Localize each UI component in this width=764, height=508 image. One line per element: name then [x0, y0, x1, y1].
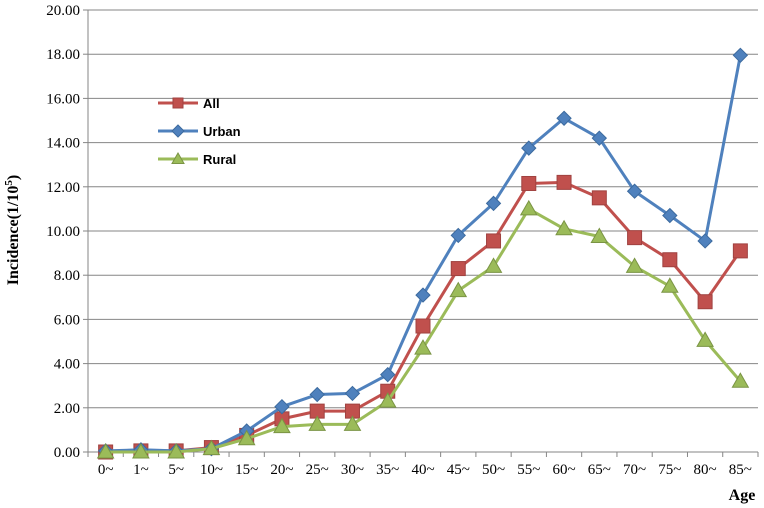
data-point: [414, 339, 432, 355]
data-point: [591, 190, 607, 206]
data-point: [344, 385, 361, 402]
legend-item-rural: Rural: [158, 151, 236, 167]
x-axis-title: Age: [729, 487, 756, 504]
data-point: [625, 257, 644, 273]
y-tick-labels: 0.00 2.00 4.00 6.00 8.00 10.00 12.00 14.00 16.00…: [46, 3, 80, 461]
data-point: [450, 227, 466, 244]
y-tick-label: 20.00: [46, 3, 80, 19]
data-point: [732, 47, 749, 64]
data-point: [167, 442, 186, 459]
x-tick-label: 70~: [623, 462, 646, 478]
y-tick-label: 8.00: [54, 268, 80, 284]
series-rural: [96, 199, 750, 459]
series-line: [105, 55, 742, 453]
x-tick-label: 5~: [168, 462, 184, 478]
legend: All Urban Rural: [158, 96, 241, 167]
data-point: [626, 183, 643, 199]
data-point: [171, 124, 185, 138]
legend-label: All: [203, 96, 220, 111]
data-point: [415, 287, 431, 303]
x-tick-labels: 0~ 1~ 5~ 10~ 15~ 20~ 25~ 30~ 35~ 40~ 45~ 50~ 55~ 60~ 6…: [98, 462, 752, 478]
x-tick-label: 85~: [729, 462, 752, 478]
y-tick-label: 4.00: [54, 357, 80, 373]
axes: [87, 10, 758, 453]
x-tick-label: 40~: [411, 462, 434, 478]
data-point: [274, 398, 290, 415]
data-point: [415, 318, 431, 334]
data-point: [732, 243, 748, 259]
x-tick-label: 15~: [235, 462, 258, 478]
x-tick-label: 80~: [694, 462, 717, 478]
y-tick-label: 16.00: [46, 91, 80, 107]
y-tick-label: 10.00: [46, 224, 80, 240]
series-all: [98, 174, 748, 460]
x-tick-label: 55~: [517, 462, 540, 478]
x-tick-label: 50~: [482, 462, 505, 478]
data-point: [96, 442, 115, 459]
data-point: [343, 415, 362, 431]
grid-lines: [83, 9, 759, 457]
data-point: [556, 174, 572, 190]
data-point: [484, 257, 503, 273]
x-tick-label: 45~: [447, 462, 470, 478]
data-point: [662, 207, 678, 224]
x-tick-label: 60~: [552, 462, 575, 478]
data-point: [697, 294, 713, 310]
data-point: [449, 281, 468, 298]
series-line: [105, 180, 742, 454]
data-point: [172, 97, 184, 109]
y-tick-label: 12.00: [46, 180, 80, 196]
data-point: [590, 227, 609, 244]
data-point: [521, 140, 537, 156]
x-tick-label: 30~: [341, 462, 364, 478]
data-point: [486, 233, 502, 249]
data-point: [450, 261, 466, 277]
y-axis-title: Incidence(1/105): [3, 175, 22, 285]
y-tick-label: 18.00: [46, 47, 80, 63]
data-point: [521, 175, 537, 191]
legend-label: Urban: [203, 124, 241, 139]
x-tick-label: 65~: [588, 462, 611, 478]
legend-item-urban: Urban: [158, 124, 241, 139]
data-point: [380, 366, 396, 383]
data-point: [202, 439, 221, 456]
data-point: [132, 442, 150, 459]
data-point: [273, 417, 291, 434]
y-tick-label: 6.00: [54, 312, 80, 328]
data-point: [591, 130, 608, 146]
x-tick-label: 75~: [658, 462, 681, 478]
x-tick-label: 1~: [133, 462, 149, 478]
data-point: [731, 372, 750, 388]
data-point: [237, 429, 256, 446]
data-point: [696, 331, 714, 347]
legend-item-all: All: [158, 96, 220, 111]
data-point: [309, 386, 325, 403]
x-tick-label: 0~: [98, 462, 114, 478]
data-point: [660, 277, 679, 293]
legend-label: Rural: [203, 152, 236, 167]
series: [96, 47, 750, 460]
x-tick-label: 10~: [200, 462, 223, 478]
data-point: [555, 219, 573, 236]
x-tick-label: 25~: [306, 462, 329, 478]
series-urban: [97, 47, 749, 459]
data-point: [627, 230, 643, 246]
data-point: [308, 415, 327, 431]
data-point: [556, 110, 572, 126]
data-point: [662, 252, 678, 268]
x-tick-label: 35~: [376, 462, 399, 478]
y-tick-label: 14.00: [46, 136, 80, 152]
data-point: [485, 195, 502, 212]
y-tick-label: 0.00: [54, 445, 80, 461]
data-point: [171, 151, 185, 164]
y-tick-label: 2.00: [54, 401, 80, 417]
data-point: [697, 233, 713, 249]
data-point: [519, 199, 538, 216]
data-point: [378, 392, 397, 408]
x-tick-label: 20~: [270, 462, 293, 478]
